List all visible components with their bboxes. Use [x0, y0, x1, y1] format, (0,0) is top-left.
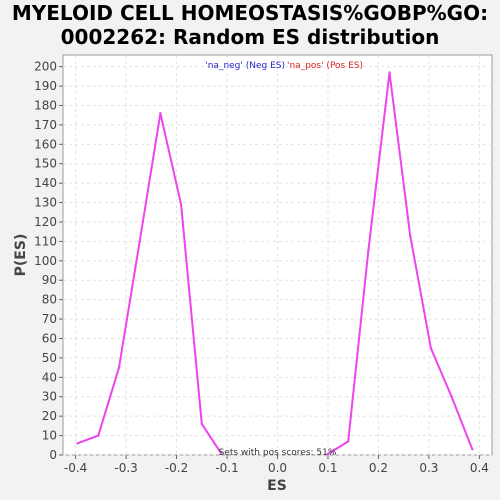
- y-tick-label: 170: [34, 118, 57, 132]
- y-axis-label: P(ES): [13, 234, 29, 277]
- y-tick-label: 200: [34, 60, 57, 74]
- series-point: [471, 447, 474, 451]
- y-tick-label: 150: [34, 157, 57, 171]
- x-tick-label: 0.4: [470, 461, 489, 475]
- series-point: [138, 240, 141, 243]
- x-axis-label: ES: [267, 478, 287, 494]
- grid-lines: [63, 55, 492, 456]
- x-tick-label: 0.0: [268, 461, 287, 475]
- series-point: [76, 442, 79, 445]
- series-point: [179, 203, 183, 206]
- series-line-1: [77, 112, 222, 454]
- pos-scores-annotation: Sets with pos scores: 51%: [219, 448, 337, 458]
- y-axis-ticks: 0 10 20 30 40 50 60 70 80 90 100 110 120 130 140 150 160…: [34, 60, 63, 462]
- x-tick-label: -0.1: [215, 461, 238, 475]
- y-tick-label: 0: [49, 448, 57, 462]
- legend-entry-pos: 'na_pos' (Pos ES): [287, 61, 363, 71]
- series-point: [117, 366, 121, 369]
- y-tick-label: 70: [42, 312, 57, 326]
- series-point: [409, 234, 412, 237]
- chart-title-line1: MYELOID CELL HOMEOSTASIS%GOBP%GO:: [12, 1, 488, 25]
- y-tick-label: 140: [34, 176, 57, 190]
- series-point: [346, 440, 350, 443]
- y-tick-label: 190: [34, 79, 57, 93]
- x-axis-ticks: -0.4 -0.3 -0.2 -0.1 0.0 0.1 0.2 0.3 0.4: [64, 455, 489, 475]
- series-point: [159, 112, 162, 115]
- x-tick-label: -0.2: [165, 461, 188, 475]
- series-lines: [76, 71, 474, 456]
- series-point: [97, 434, 100, 437]
- series-point: [450, 395, 453, 398]
- series-point: [219, 451, 223, 455]
- x-tick-label: -0.4: [64, 461, 87, 475]
- x-tick-label: 0.1: [318, 461, 337, 475]
- x-tick-label: 0.2: [369, 461, 388, 475]
- y-tick-label: 130: [34, 196, 57, 210]
- series-point: [388, 71, 391, 74]
- x-tick-label: 0.3: [419, 461, 438, 475]
- y-tick-label: 180: [34, 98, 57, 112]
- y-tick-label: 110: [34, 234, 57, 248]
- y-tick-label: 10: [42, 429, 57, 443]
- y-tick-label: 20: [42, 409, 57, 423]
- series-point: [326, 452, 330, 456]
- y-tick-label: 40: [42, 370, 57, 384]
- series-point: [367, 249, 370, 253]
- y-tick-label: 80: [42, 293, 57, 307]
- y-tick-label: 90: [42, 273, 57, 287]
- series-point: [429, 347, 433, 350]
- y-tick-label: 100: [34, 254, 57, 268]
- legend-entry-neg: 'na_neg' (Neg ES): [205, 61, 285, 71]
- y-tick-label: 50: [42, 351, 57, 365]
- y-tick-label: 160: [34, 137, 57, 151]
- y-tick-label: 60: [42, 331, 57, 345]
- series-line-2: [327, 71, 474, 455]
- y-tick-label: 30: [42, 390, 57, 404]
- y-tick-label: 120: [34, 215, 57, 229]
- x-tick-label: -0.3: [114, 461, 137, 475]
- chart-title-line2: 0002262: Random ES distribution: [61, 25, 440, 49]
- series-point: [200, 422, 203, 426]
